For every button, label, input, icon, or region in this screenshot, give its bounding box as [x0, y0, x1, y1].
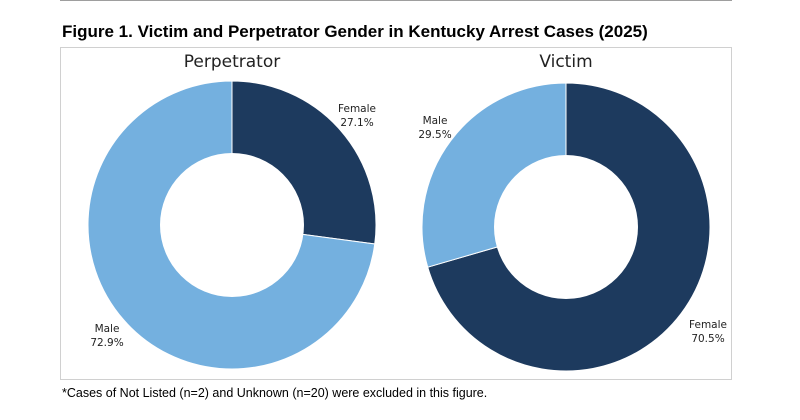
- victim-female-value: 70.5%: [691, 333, 724, 345]
- perpetrator-title: Perpetrator: [184, 52, 280, 72]
- victim-male-value: 29.5%: [418, 129, 451, 141]
- victim-hole: [494, 155, 638, 299]
- perpetrator-donut: Perpetrator Female 27.1% Male 72.9%: [87, 52, 377, 370]
- victim-donut: Victim Male 29.5% Female 70.5%: [418, 52, 727, 372]
- donut-charts: Perpetrator Female 27.1% Male 72.9% Vict…: [87, 52, 727, 372]
- victim-title: Victim: [539, 52, 592, 72]
- figure-title: Figure 1. Victim and Perpetrator Gender …: [62, 22, 648, 41]
- footnote: *Cases of Not Listed (n=2) and Unknown (…: [62, 386, 488, 400]
- perpetrator-male-value: 72.9%: [90, 337, 123, 349]
- chart-frame: [60, 47, 732, 380]
- perpetrator-hole: [160, 153, 304, 297]
- perpetrator-male-label: Male: [95, 323, 120, 335]
- victim-male-label: Male: [423, 115, 448, 127]
- top-rule: [60, 0, 732, 1]
- perpetrator-female-value: 27.1%: [340, 117, 373, 129]
- perpetrator-female-label: Female: [338, 103, 376, 115]
- victim-female-label: Female: [689, 319, 727, 331]
